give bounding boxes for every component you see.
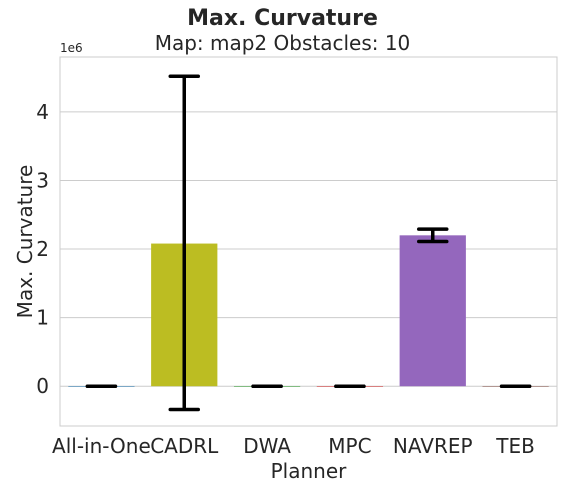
y-tick-label: 2 xyxy=(36,237,49,261)
y-tick-label: 3 xyxy=(36,168,49,192)
axes-title: Map: map2 Obstacles: 10 xyxy=(154,31,411,55)
x-tick-label: DWA xyxy=(243,434,291,458)
y-axis-label: Max. Curvature xyxy=(13,165,37,319)
axes-frame xyxy=(59,56,558,427)
y-tick-label: 4 xyxy=(36,100,49,124)
tick-label-layer: 0 1 2 3 4 All-in-One CADRL DWA MPC NAVREP TEB xyxy=(36,100,535,458)
y-tick-label: 1 xyxy=(36,306,49,330)
grid-layer xyxy=(60,111,557,387)
x-tick-label: TEB xyxy=(495,434,535,458)
x-tick-label: MPC xyxy=(328,434,371,458)
x-tick-label: NAVREP xyxy=(393,434,473,458)
x-tick-label: CADRL xyxy=(150,434,219,458)
offset-label: 1e6 xyxy=(60,41,83,55)
figure-title: Max. Curvature xyxy=(187,6,378,31)
x-axis-label: Planner xyxy=(271,459,348,483)
x-tick-label: All-in-One xyxy=(52,434,151,458)
y-tick-label: 0 xyxy=(36,374,49,398)
error-bar-layer xyxy=(85,74,532,412)
bar-layer xyxy=(68,235,549,387)
bar-navrep xyxy=(399,235,466,387)
